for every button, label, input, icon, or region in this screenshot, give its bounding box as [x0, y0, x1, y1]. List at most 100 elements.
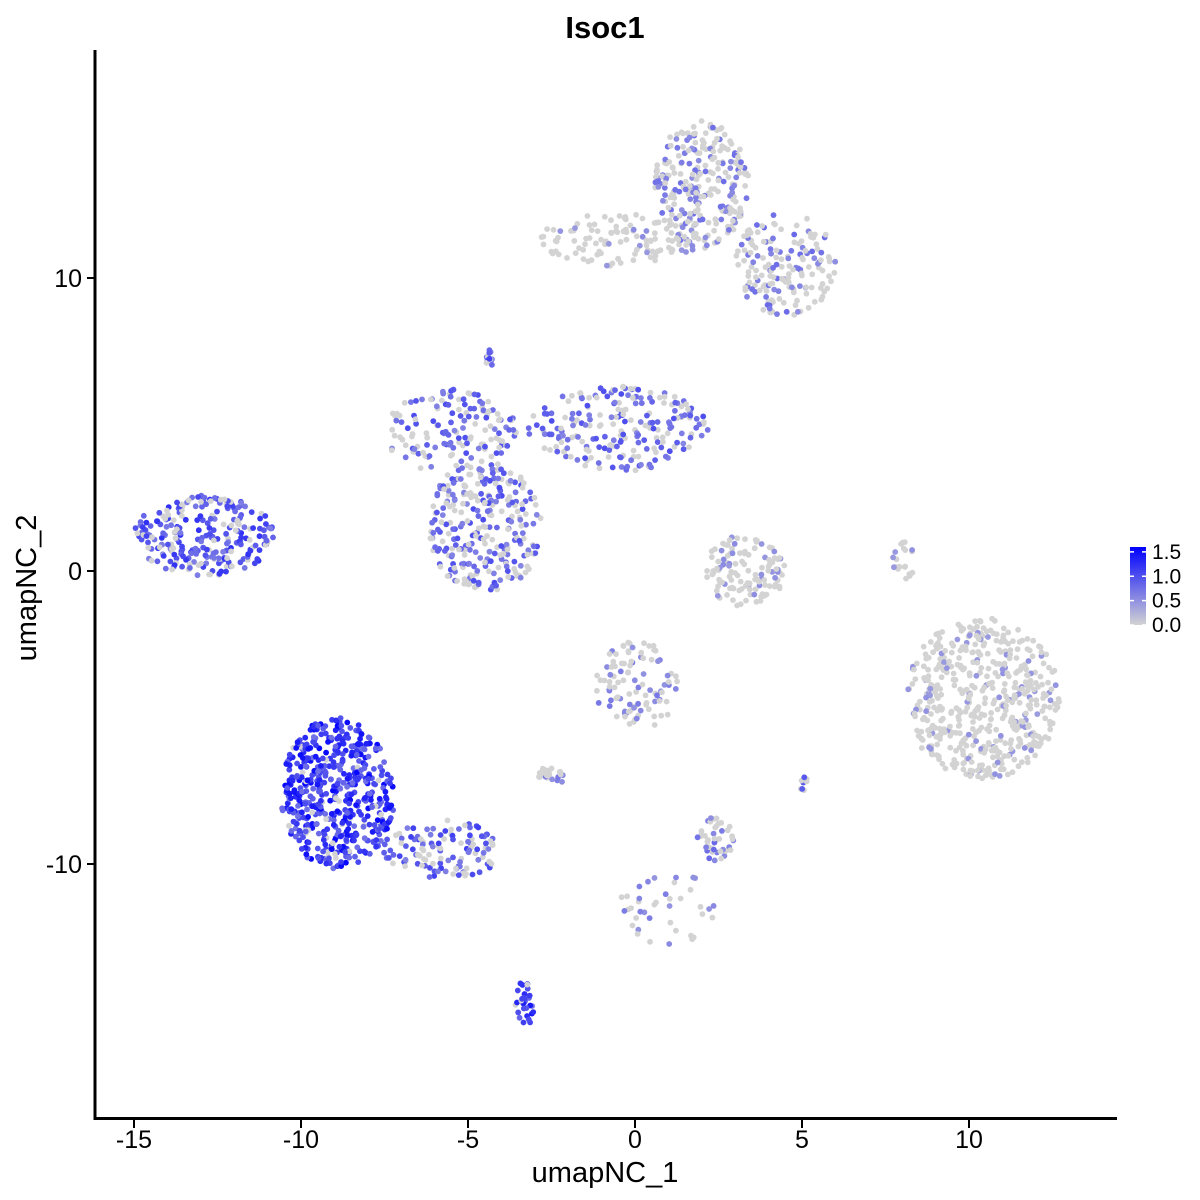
cell-point: [719, 160, 726, 167]
cell-point: [1002, 707, 1009, 714]
cell-point: [791, 231, 798, 238]
cell-point: [927, 685, 934, 692]
cell-point: [376, 826, 383, 832]
cell-point: [428, 396, 434, 403]
cell-point: [507, 470, 514, 477]
cell-point: [1051, 667, 1058, 674]
cell-point: [1011, 756, 1018, 763]
cell-point: [294, 813, 301, 820]
cell-point: [387, 847, 394, 854]
cell-point: [478, 833, 485, 840]
cell-point: [729, 207, 736, 214]
cell-point: [417, 465, 424, 471]
cell-point: [346, 820, 352, 827]
cell-point: [337, 785, 344, 792]
cell-point: [971, 684, 978, 691]
cell-point: [332, 727, 339, 734]
cell-point: [344, 810, 351, 816]
cell-point: [334, 780, 341, 787]
cell-point: [254, 556, 261, 562]
cell-point: [724, 592, 730, 598]
cell-point: [1045, 679, 1051, 686]
cell-point: [390, 860, 396, 867]
cell-point: [698, 118, 705, 124]
cell-point: [726, 227, 732, 233]
cell-point: [664, 672, 671, 679]
cell-point: [305, 746, 312, 752]
cell-point: [920, 663, 927, 670]
cell-point: [648, 464, 654, 471]
cell-point: [449, 491, 456, 498]
cell-point: [699, 144, 706, 151]
cell-point: [672, 223, 679, 229]
cell-point: [527, 489, 534, 496]
cell-point: [504, 546, 511, 553]
cell-point: [692, 220, 699, 227]
cell-point: [294, 739, 301, 746]
cell-point: [771, 548, 778, 555]
cell-point: [554, 448, 561, 455]
cell-point: [606, 703, 613, 709]
cell-point: [328, 776, 334, 783]
cell-point: [533, 422, 540, 428]
cell-point: [519, 995, 525, 1002]
cell-point: [435, 422, 441, 429]
cell-point: [316, 788, 322, 795]
cell-point: [1024, 754, 1031, 761]
cell-point: [286, 751, 293, 758]
cell-point: [354, 741, 361, 747]
cell-point: [673, 874, 679, 881]
cell-point: [920, 643, 927, 650]
cell-point: [506, 494, 513, 500]
cell-point: [974, 659, 981, 666]
cell-point: [1005, 629, 1012, 636]
cell-point: [441, 440, 448, 447]
cell-point: [982, 695, 989, 702]
cell-point: [609, 464, 616, 471]
cell-point: [299, 769, 306, 776]
cell-point: [1010, 638, 1016, 645]
cell-point: [651, 722, 658, 728]
cell-point: [717, 848, 724, 855]
cell-point: [394, 410, 400, 417]
cell-point: [601, 213, 608, 220]
cell-point: [783, 308, 790, 315]
cell-point: [288, 828, 295, 834]
cell-point: [933, 666, 940, 673]
cell-point: [770, 212, 777, 219]
cell-point: [1042, 715, 1049, 722]
cell-point: [450, 386, 457, 393]
cell-point: [632, 467, 639, 474]
legend-tick-label: 0.0: [1152, 614, 1181, 637]
cell-point: [315, 768, 321, 775]
cell-point: [958, 647, 964, 653]
cell-point: [703, 242, 710, 249]
cell-point: [450, 871, 457, 877]
cell-point: [1040, 690, 1047, 697]
cell-point: [251, 560, 258, 567]
cell-point: [143, 519, 150, 526]
cell-point: [493, 582, 499, 589]
cell-point: [453, 865, 459, 872]
cell-point: [639, 233, 646, 240]
cell-point: [556, 769, 563, 775]
cell-point: [548, 410, 555, 417]
cell-point: [956, 655, 962, 661]
cell-point: [318, 763, 324, 769]
cell-point: [483, 414, 490, 421]
cell-point: [650, 642, 657, 649]
cell-point: [361, 746, 368, 753]
cell-point: [638, 461, 644, 468]
cell-point: [398, 840, 405, 846]
cell-point: [972, 641, 979, 648]
cell-point: [294, 760, 300, 767]
cell-point: [488, 512, 495, 519]
cell-point: [617, 439, 624, 445]
cell-point: [1001, 712, 1008, 718]
cell-point: [328, 734, 335, 741]
cell-point: [901, 539, 908, 545]
cell-point: [156, 544, 163, 551]
cell-point: [710, 846, 717, 853]
y-tick-label: -10: [46, 851, 82, 879]
cell-point: [734, 535, 741, 542]
